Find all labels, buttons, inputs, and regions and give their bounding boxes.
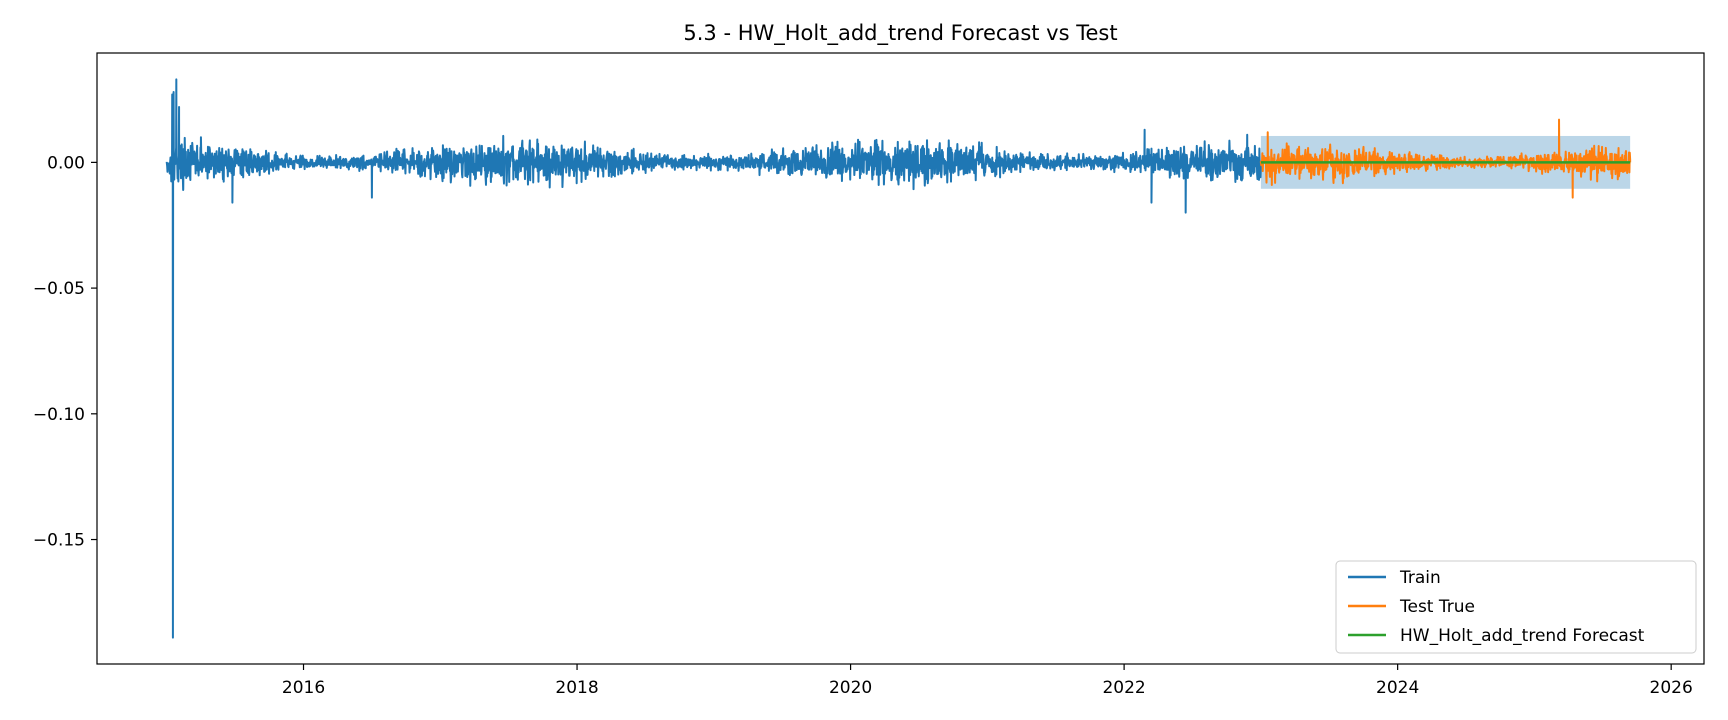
series-line-train <box>165 78 1262 639</box>
y-tick-label: −0.05 <box>33 279 85 299</box>
legend: Train Test True HW_Holt_add_trend Forecast <box>1335 560 1697 654</box>
x-tick-label: 2024 <box>1376 678 1419 698</box>
y-tick-label: −0.15 <box>33 531 85 551</box>
y-axis: 0.00 −0.05 −0.10 −0.15 <box>33 153 97 551</box>
x-tick-label: 2022 <box>1102 678 1145 698</box>
x-tick-label: 2016 <box>282 678 325 698</box>
legend-label: Train <box>1399 568 1441 588</box>
legend-box <box>1335 560 1697 654</box>
x-tick-label: 2026 <box>1650 678 1693 698</box>
axes-frame <box>96 52 1705 665</box>
x-tick-label: 2018 <box>555 678 598 698</box>
y-tick-label: 0.00 <box>47 153 85 173</box>
legend-label: Test True <box>1399 597 1475 617</box>
plot-area <box>165 78 1632 639</box>
chart-title: 5.3 - HW_Holt_add_trend Forecast vs Test <box>683 21 1117 46</box>
x-axis: 2016 2018 2020 2022 2024 2026 <box>282 664 1693 698</box>
y-tick-label: −0.10 <box>33 405 85 425</box>
legend-label: HW_Holt_add_trend Forecast <box>1400 626 1645 646</box>
series-layer <box>165 78 1632 639</box>
x-tick-label: 2020 <box>829 678 872 698</box>
